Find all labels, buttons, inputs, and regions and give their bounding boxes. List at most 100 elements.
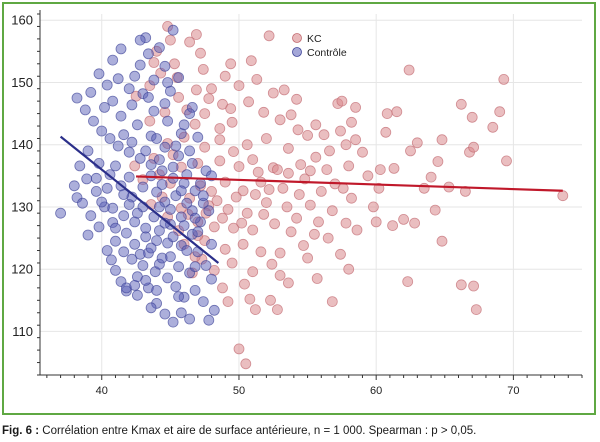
kc-point (293, 189, 305, 200)
control-point (131, 207, 143, 219)
control-point (90, 185, 102, 197)
control-point (189, 185, 201, 197)
kc-point (237, 185, 249, 197)
control-point (148, 74, 160, 86)
kc-point (217, 212, 228, 224)
kc-point (184, 36, 196, 48)
control-point (118, 210, 130, 222)
control-point (82, 229, 94, 241)
kc-point (298, 240, 309, 251)
kc-point (266, 258, 278, 270)
kc-point (362, 170, 374, 182)
control-point (112, 140, 124, 152)
control-point (192, 226, 204, 238)
y-tick-label: 120 (11, 262, 33, 277)
control-point (71, 92, 83, 104)
kc-point (343, 263, 355, 275)
kc-point (222, 296, 234, 308)
kc-point (436, 235, 448, 247)
x-tick-label: 40 (96, 385, 108, 397)
control-point (104, 133, 116, 144)
kc-point (381, 108, 393, 119)
x-tick-label: 50 (233, 385, 245, 397)
control-point (153, 201, 165, 213)
kc-point (199, 108, 211, 119)
kc-point (391, 106, 403, 118)
control-point (184, 108, 196, 119)
kc-point (455, 98, 467, 110)
kc-point (258, 106, 270, 118)
kc-point (164, 34, 176, 46)
kc-point (228, 222, 239, 234)
kc-point (252, 166, 264, 178)
kc-point (206, 83, 217, 95)
kc-point (211, 195, 223, 207)
control-point (140, 145, 152, 157)
control-point (123, 146, 135, 158)
kc-point (226, 257, 238, 269)
control-point (167, 24, 179, 36)
kc-point (285, 109, 297, 121)
kc-point (251, 74, 263, 85)
control-point (123, 171, 135, 183)
kc-point (241, 139, 253, 151)
control-point (181, 245, 193, 256)
control-point (208, 304, 220, 316)
kc-point (190, 29, 202, 40)
kc-point (249, 189, 261, 200)
kc-point (282, 167, 294, 179)
legend-marker-control (292, 47, 302, 57)
kc-point (247, 224, 259, 236)
control-point (140, 222, 152, 234)
y-tick-label: 140 (11, 137, 33, 152)
control-point (129, 238, 141, 250)
kc-point (267, 87, 279, 99)
control-point (101, 245, 113, 256)
kc-point (285, 226, 297, 238)
kc-point (557, 190, 569, 202)
control-point (167, 161, 179, 173)
kc-point (222, 203, 234, 215)
kc-point (455, 279, 467, 291)
control-point (170, 140, 182, 152)
kc-point (302, 252, 314, 264)
control-point (162, 115, 174, 127)
control-point (93, 68, 105, 80)
control-point (110, 160, 121, 172)
kc-point (271, 304, 283, 316)
kc-point (373, 182, 385, 194)
control-point (110, 235, 121, 247)
control-point (137, 181, 149, 193)
kc-point (258, 208, 270, 220)
control-point (115, 43, 127, 55)
kc-point (240, 358, 252, 370)
legend-label-kc: KC (307, 33, 322, 45)
kc-point (388, 162, 400, 174)
kc-point (282, 142, 294, 154)
kc-point (281, 201, 293, 213)
kc-point (409, 217, 421, 229)
kc-point (274, 247, 286, 259)
control-point (206, 273, 217, 285)
kc-point (189, 118, 201, 130)
kc-point (190, 84, 202, 96)
legend: KC Contrôle (288, 26, 366, 62)
kc-point (260, 133, 272, 144)
kc-point (308, 228, 320, 240)
control-point (206, 238, 217, 250)
kc-point (425, 171, 437, 183)
control-point (81, 173, 93, 185)
kc-point (245, 55, 257, 67)
control-point (189, 212, 201, 224)
control-point (153, 42, 165, 53)
kc-point (321, 164, 333, 176)
control-point (123, 83, 135, 95)
kc-point (233, 161, 245, 172)
kc-point (219, 70, 231, 82)
control-point (151, 284, 163, 296)
control-point (115, 110, 127, 122)
control-point (79, 104, 91, 116)
control-point (184, 145, 196, 157)
kc-point (370, 216, 382, 228)
x-tick-label: 70 (507, 385, 519, 397)
